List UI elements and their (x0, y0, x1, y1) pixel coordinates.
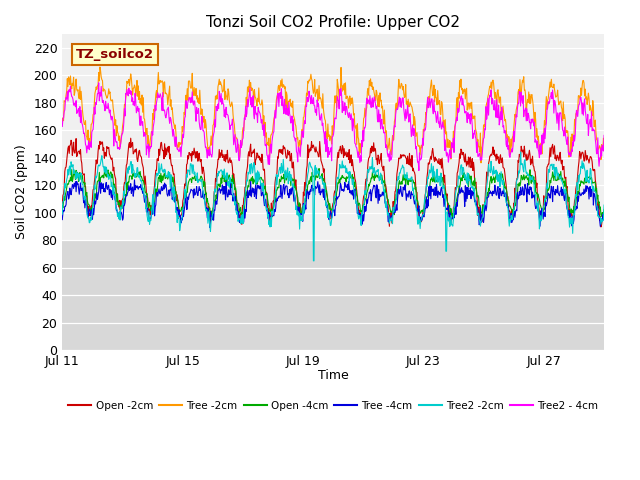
Text: TZ_soilco2: TZ_soilco2 (76, 48, 154, 61)
Legend: Open -2cm, Tree -2cm, Open -4cm, Tree -4cm, Tree2 -2cm, Tree2 - 4cm: Open -2cm, Tree -2cm, Open -4cm, Tree -4… (64, 396, 602, 415)
Title: Tonzi Soil CO2 Profile: Upper CO2: Tonzi Soil CO2 Profile: Upper CO2 (206, 15, 460, 30)
Bar (62, 34, 604, 240)
Y-axis label: Soil CO2 (ppm): Soil CO2 (ppm) (15, 144, 28, 240)
X-axis label: Time: Time (318, 370, 349, 383)
